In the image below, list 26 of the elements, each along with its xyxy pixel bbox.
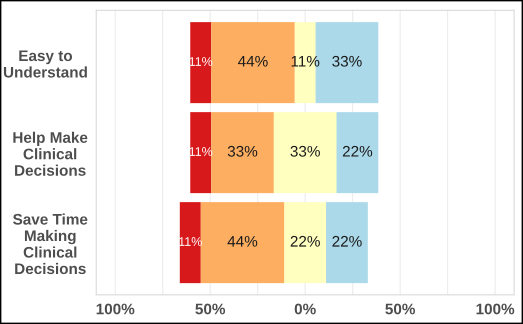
bar: [211, 112, 274, 194]
bar: [180, 202, 201, 284]
x-tick-label: 50%: [385, 304, 416, 314]
data-label: 33%: [290, 146, 320, 157]
bar: [326, 202, 368, 284]
x-tick-label: 100%: [96, 304, 134, 314]
y-tick-label: Easy to Understand: [4, 50, 87, 78]
y-tick-label: Save Time Making Clinical Decisions: [13, 213, 88, 274]
bar: [274, 112, 337, 194]
data-label: 44%: [228, 236, 258, 247]
bar: [200, 202, 284, 284]
bar: [336, 112, 378, 194]
bar: [190, 22, 212, 104]
bar: [190, 112, 212, 194]
x-tick-label: 0%: [294, 304, 316, 314]
y-tick-label: Help Make Clinical Decisions: [13, 132, 88, 176]
data-label: 44%: [238, 56, 268, 67]
bar: [284, 202, 326, 284]
data-label: 33%: [332, 56, 362, 67]
x-tick-label: 50%: [195, 304, 226, 314]
data-label: 33%: [228, 146, 258, 157]
data-label: 11%: [292, 56, 320, 67]
data-label: 22%: [332, 236, 362, 247]
x-tick-label: 100%: [476, 304, 514, 314]
data-label: 22%: [342, 146, 372, 157]
data-label: 22%: [290, 236, 320, 247]
